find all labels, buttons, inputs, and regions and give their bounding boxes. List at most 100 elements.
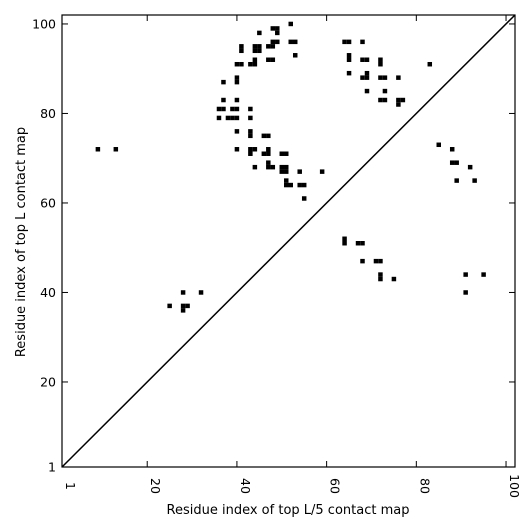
contact-point (248, 106, 253, 112)
contact-point (252, 61, 258, 67)
x-tick-label: 40 (238, 478, 253, 494)
contact-point (288, 182, 293, 188)
x-tick-label: 100 (507, 474, 522, 498)
contact-point (436, 142, 441, 148)
contact-point (248, 115, 253, 121)
contact-point (270, 26, 276, 31)
contact-point (261, 151, 267, 156)
contact-point (252, 48, 258, 54)
contact-point (346, 70, 352, 76)
contact-point (270, 44, 276, 49)
contact-point (463, 290, 468, 295)
contact-point (221, 106, 226, 112)
contact-point (288, 21, 293, 27)
contact-point (248, 129, 253, 134)
contact-point (261, 133, 267, 139)
contact-point (360, 39, 365, 45)
contact-point (382, 75, 388, 80)
contact-point (378, 75, 383, 80)
diagonal-line (61, 14, 516, 468)
contact-point (378, 57, 383, 62)
contact-point (279, 164, 285, 170)
contact-point (467, 164, 473, 170)
contact-point (449, 147, 455, 152)
y-tick-label: 1 (48, 460, 56, 475)
contact-point (216, 115, 222, 121)
contact-point (346, 57, 352, 62)
contact-point (284, 169, 289, 174)
contact-point (378, 276, 383, 282)
x-tick-label: 80 (417, 478, 432, 494)
contact-point (239, 61, 244, 67)
contact-point (463, 272, 468, 277)
contact-point (234, 75, 240, 80)
contact-point (382, 88, 388, 94)
contact-point (364, 75, 370, 80)
x-tick-label: 1 (63, 482, 78, 490)
contact-point (275, 26, 280, 31)
contact-point (270, 164, 276, 170)
contact-point (180, 303, 186, 309)
y-tick-label: 40 (40, 285, 56, 300)
contact-point (180, 290, 186, 295)
contact-point (221, 79, 226, 85)
contact-point (257, 44, 262, 49)
contact-point (301, 196, 307, 201)
contact-point (270, 57, 276, 62)
contact-point (378, 61, 383, 67)
contact-point (396, 97, 401, 103)
contact-point (342, 236, 347, 241)
plot-frame (61, 14, 516, 468)
contact-point (378, 272, 383, 277)
contact-point (284, 178, 289, 183)
contact-point (391, 276, 397, 282)
x-tick-label: 20 (148, 478, 163, 494)
contact-point (270, 39, 276, 45)
contact-point (248, 61, 253, 67)
contact-point (266, 44, 271, 49)
contact-point (364, 70, 370, 76)
contact-point (248, 133, 253, 139)
contact-point (360, 57, 365, 62)
contact-point (360, 258, 365, 264)
contact-point (288, 39, 293, 45)
x-axis-label: Residue index of top L/5 contact map (167, 503, 410, 518)
contact-point (472, 178, 477, 183)
contact-point (180, 308, 186, 313)
contact-point (292, 39, 298, 45)
contact-point (266, 160, 271, 165)
contact-point (234, 115, 240, 121)
contact-point (266, 57, 271, 62)
contact-point (342, 241, 347, 246)
contact-point (342, 39, 347, 45)
contact-point (449, 160, 455, 165)
contact-point (234, 129, 240, 134)
contact-point (284, 164, 289, 170)
contact-point (355, 241, 361, 246)
contact-point (234, 147, 240, 152)
contact-point (266, 151, 271, 156)
contact-point (266, 133, 271, 139)
contact-point (252, 147, 258, 152)
contact-point (239, 48, 244, 54)
marker-layer (95, 21, 486, 313)
contact-point (297, 169, 302, 174)
contact-point (113, 147, 119, 152)
contact-point (252, 44, 258, 49)
contact-point (481, 272, 486, 277)
x-tick-label: 60 (328, 478, 343, 494)
contact-point (373, 258, 379, 264)
contact-point (301, 182, 307, 188)
contact-point (346, 53, 352, 58)
contact-point (292, 53, 298, 58)
contact-point (230, 115, 235, 121)
y-axis-label: Residue index of top L contact map (14, 127, 29, 357)
contact-point (284, 182, 289, 188)
contact-point (198, 290, 204, 295)
contact-point (382, 97, 388, 103)
contact-point (279, 169, 285, 174)
contact-point (239, 44, 244, 49)
contact-point (396, 75, 401, 80)
